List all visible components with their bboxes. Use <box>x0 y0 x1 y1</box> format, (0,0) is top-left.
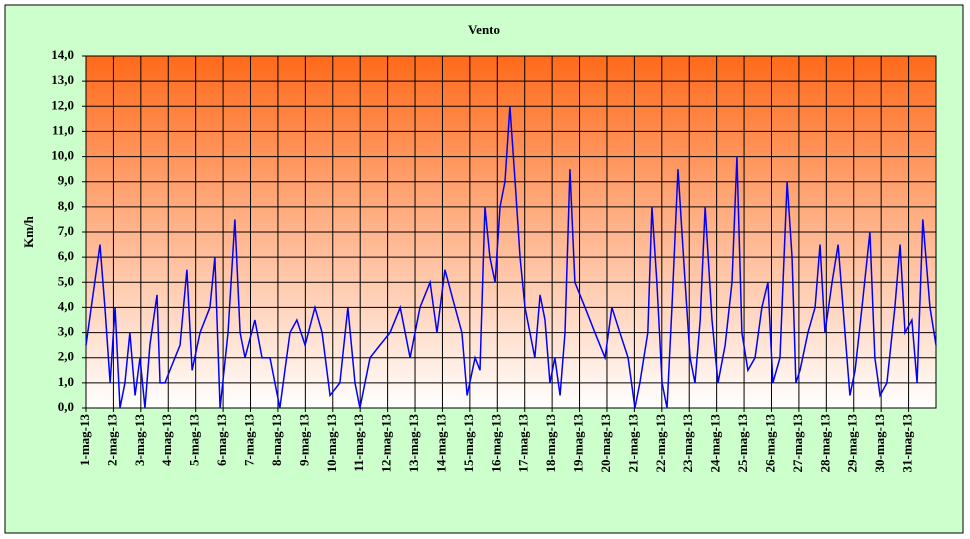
y-tick-label: 8,0 <box>58 198 74 213</box>
x-tick-label: 28-mag-13 <box>817 414 832 473</box>
plot-border <box>85 55 937 409</box>
y-tick-label: 1,0 <box>58 374 74 389</box>
x-tick-label: 2-mag-13 <box>104 414 119 466</box>
x-tick-label: 17-mag-13 <box>516 414 531 473</box>
y-tick-label: 13,0 <box>51 72 74 87</box>
y-tick-label: 7,0 <box>58 223 74 238</box>
x-tick-label: 8-mag-13 <box>269 414 284 466</box>
x-tick-label: 4-mag-13 <box>159 414 174 466</box>
data-line <box>85 106 937 409</box>
y-tick-label: 11,0 <box>52 122 74 137</box>
x-tick-label: 29-mag-13 <box>845 414 860 473</box>
y-tick-label: 4,0 <box>58 298 74 313</box>
y-tick-label: 6,0 <box>58 248 74 263</box>
x-tick-label: 20-mag-13 <box>598 414 613 473</box>
y-axis-label: Km/h <box>21 215 36 248</box>
x-tick-label: 1-mag-13 <box>77 414 92 466</box>
x-tick-label: 30-mag-13 <box>872 414 887 473</box>
chart-title: Vento <box>468 22 500 37</box>
y-tick-label: 5,0 <box>58 273 74 288</box>
x-tick-label: 3-mag-13 <box>132 414 147 466</box>
x-tick-label: 5-mag-13 <box>187 414 202 466</box>
y-tick-label: 14,0 <box>51 47 74 62</box>
x-tick-label: 19-mag-13 <box>571 414 586 473</box>
x-tick-label: 25-mag-13 <box>735 414 750 473</box>
x-tick-label: 15-mag-13 <box>461 414 476 473</box>
x-tick-label: 6-mag-13 <box>214 414 229 466</box>
y-tick-label: 3,0 <box>58 324 74 339</box>
x-tick-label: 10-mag-13 <box>324 414 339 473</box>
x-tick-label: 12-mag-13 <box>379 414 394 473</box>
y-tick-label: 9,0 <box>58 173 74 188</box>
x-tick-label: 24-mag-13 <box>708 414 723 473</box>
x-tick-label: 7-mag-13 <box>242 414 257 466</box>
x-tick-label: 26-mag-13 <box>762 414 777 473</box>
x-tick-label: 23-mag-13 <box>680 414 695 473</box>
y-tick-label: 10,0 <box>51 148 74 163</box>
x-tick-label: 22-mag-13 <box>653 414 668 473</box>
x-tick-label: 16-mag-13 <box>488 414 503 473</box>
y-tick-label: 0,0 <box>58 399 74 414</box>
x-tick-label: 13-mag-13 <box>406 414 421 473</box>
x-tick-label: 14-mag-13 <box>433 414 448 473</box>
x-tick-label: 11-mag-13 <box>351 414 366 472</box>
x-tick-label: 9-mag-13 <box>296 414 311 466</box>
y-tick-label: 2,0 <box>58 349 74 364</box>
x-tick-label: 31-mag-13 <box>900 414 915 473</box>
x-tick-label: 27-mag-13 <box>790 414 805 473</box>
y-tick-label: 12,0 <box>51 97 74 112</box>
x-tick-label: 18-mag-13 <box>543 414 558 473</box>
x-tick-label: 21-mag-13 <box>625 414 640 473</box>
